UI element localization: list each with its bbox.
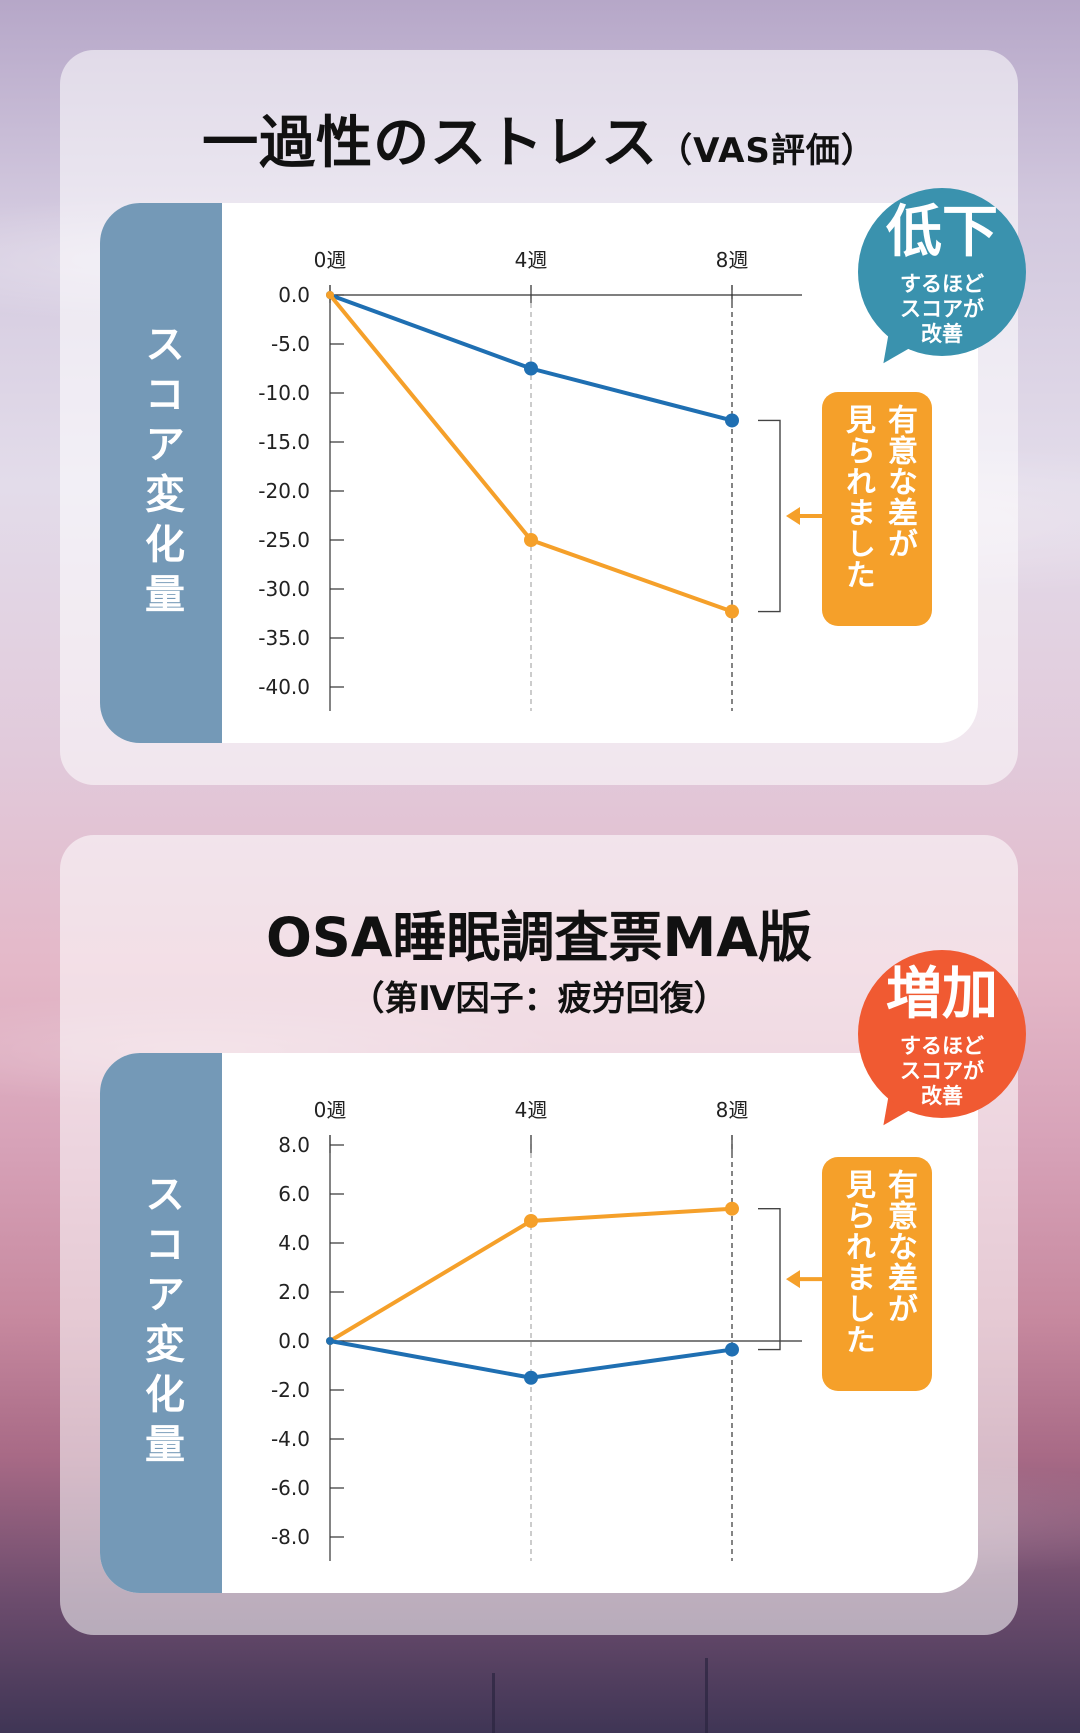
- y-tick-label: 2.0: [278, 1280, 310, 1304]
- bubble-line: するほど: [900, 272, 984, 296]
- bracket-arrow-head: [786, 506, 800, 525]
- y-tick-label: 8.0: [278, 1133, 310, 1157]
- significance-note-line1: 有意な差が: [882, 404, 917, 559]
- y-tick-label: -15.0: [258, 430, 310, 454]
- y-tick-label: -2.0: [271, 1378, 310, 1402]
- bracket-arrow-head: [786, 1270, 800, 1289]
- x-tick-label: 0週: [314, 248, 347, 272]
- y-tick-label: -10.0: [258, 381, 310, 405]
- bubble-line: スコアが: [900, 1059, 984, 1083]
- y-tick-label: -5.0: [271, 332, 310, 356]
- osa-line-chart: 8.0 6.0 4.0 2.0 0.0 -2.0 -4.0 -6.0 -8.0 0週 4週 8週: [271, 1098, 838, 1561]
- significance-note: 有意な差が 見られました: [822, 392, 932, 626]
- y-tick-label: -4.0: [271, 1427, 310, 1451]
- grass-stalk: [492, 1673, 495, 1733]
- y-axis-label: スコア変化量: [138, 323, 184, 623]
- significance-bracket: [758, 1208, 781, 1351]
- stress-line-chart: 0.0 -5.0 -10.0 -15.0 -20.0 -25.0 -30.0 -35.0 -40…: [258, 248, 838, 711]
- y-tick-label: -6.0: [271, 1476, 310, 1500]
- series-point-2: [524, 1370, 538, 1385]
- series-point-1: [725, 1201, 739, 1216]
- x-tick-label: 8週: [716, 1098, 749, 1122]
- y-axis-label: スコア変化量: [138, 1173, 184, 1473]
- bubble-text: するほど スコアが 改善: [858, 1034, 1026, 1109]
- significance-note: 有意な差が 見られました: [822, 1157, 932, 1391]
- grass-stalk: [705, 1658, 708, 1733]
- x-tick-label: 4週: [515, 248, 548, 272]
- osa-subtitle: （第Ⅳ因子：疲労回復）: [350, 979, 728, 1019]
- bubble-line: 改善: [921, 322, 963, 346]
- significance-note-line2: 見られました: [840, 404, 875, 590]
- series-point-2: [725, 1342, 739, 1357]
- y-tick-label: -30.0: [258, 577, 310, 601]
- series-point-1: [725, 413, 739, 428]
- bubble-text: するほど スコアが 改善: [858, 272, 1026, 347]
- y-tick-label: -25.0: [258, 528, 310, 552]
- y-tick-label: -35.0: [258, 626, 310, 650]
- decrease-bubble: 低下 するほど スコアが 改善: [858, 188, 1026, 356]
- stress-chart-panel: スコア変化量 0.0 -5.0 -10.0 -15.0 -20.0 -25.0 -30.0 -…: [100, 203, 978, 743]
- stress-title-main: 一過性のストレス: [202, 111, 659, 176]
- y-axis-side-band: [100, 1053, 222, 1593]
- series-point-2: [326, 1337, 334, 1345]
- y-axis-side-band: [100, 203, 222, 743]
- bubble-heading: 低下: [886, 200, 998, 265]
- y-tick-label: -40.0: [258, 675, 310, 699]
- significance-note-line1: 有意な差が: [882, 1169, 917, 1324]
- y-tick-label: 4.0: [278, 1231, 310, 1255]
- y-tick-label: -20.0: [258, 479, 310, 503]
- series-point-2: [725, 604, 739, 619]
- increase-bubble: 増加 するほど スコアが 改善: [858, 950, 1026, 1118]
- y-tick-label: -8.0: [271, 1525, 310, 1549]
- significance-note-line2: 見られました: [840, 1169, 875, 1355]
- stress-title-suffix: （VAS評価）: [658, 131, 876, 171]
- series-point-2: [524, 533, 538, 547]
- bubble-heading: 増加: [886, 962, 998, 1027]
- y-tick-label: 6.0: [278, 1182, 310, 1206]
- x-tick-label: 4週: [515, 1098, 548, 1122]
- stress-title: 一過性のストレス（VAS評価）: [60, 98, 1018, 179]
- x-tick-label: 8週: [716, 248, 749, 272]
- x-tick-label: 0週: [314, 1098, 347, 1122]
- series-point-1: [524, 361, 538, 376]
- significance-bracket: [758, 419, 781, 613]
- bubble-line: スコアが: [900, 297, 984, 321]
- series-point-1: [524, 1213, 538, 1228]
- osa-title: OSA睡眠調査票MA版: [265, 906, 813, 969]
- y-tick-label: 0.0: [278, 1329, 310, 1353]
- bubble-line: するほど: [900, 1034, 984, 1058]
- y-tick-label: 0.0: [278, 283, 310, 307]
- bubble-line: 改善: [921, 1084, 963, 1108]
- series-point-2: [326, 291, 334, 299]
